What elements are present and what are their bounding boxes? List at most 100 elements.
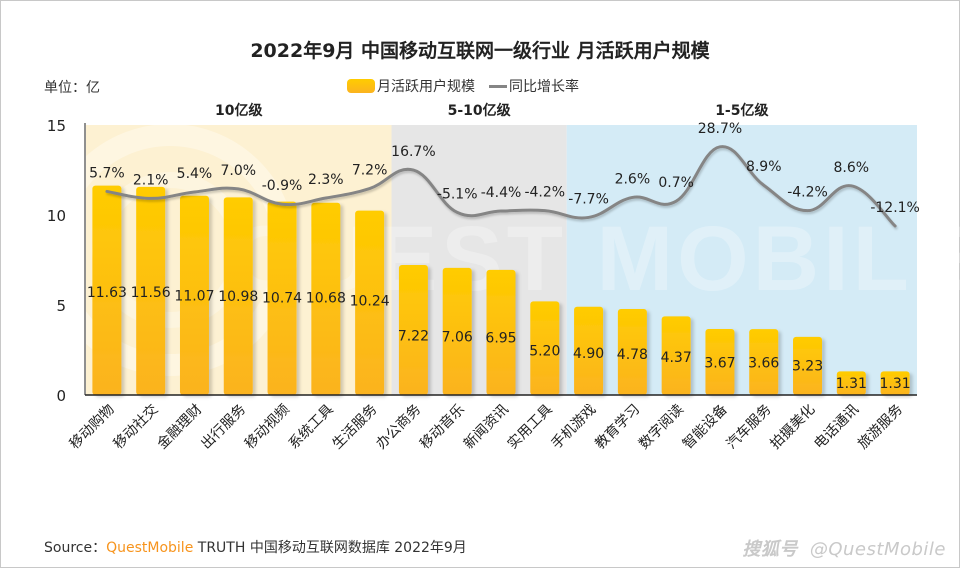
watermark-text: QUEST MOBILE: [230, 208, 960, 310]
growth-value-label: 2.6%: [615, 171, 651, 187]
growth-value-label: -4.2%: [524, 185, 565, 201]
growth-value-label: 16.7%: [391, 144, 435, 160]
bar-19: [880, 371, 910, 395]
x-tick-label: 电话通讯: [811, 402, 862, 453]
bar-value-label: 10.74: [262, 290, 302, 306]
bar-value-label: 7.22: [398, 328, 429, 344]
bar-value-label: 11.56: [131, 285, 171, 301]
bar-value-label: 3.23: [792, 359, 823, 375]
growth-value-label: 5.4%: [177, 166, 213, 182]
bar-value-label: 5.20: [529, 344, 560, 360]
x-tick-label: 出行服务: [198, 402, 249, 453]
bar-13: [617, 308, 647, 395]
growth-value-label: 2.3%: [308, 172, 344, 188]
source-prefix: Source：: [44, 540, 107, 556]
bar-4: [223, 197, 253, 395]
bar-10: [486, 269, 516, 395]
tier-label-3: 1-5亿级: [715, 102, 769, 119]
bar-value-label: 3.66: [748, 355, 779, 371]
bar-12: [574, 306, 604, 395]
growth-value-label: 7.2%: [352, 163, 388, 179]
growth-value-label: 8.9%: [746, 159, 782, 175]
growth-value-label: 28.7%: [698, 121, 742, 137]
growth-value-label: 5.7%: [89, 165, 125, 181]
bar-3: [179, 195, 209, 395]
chart-title: 2022年9月 中国移动互联网一级行业 月活跃用户规模: [250, 40, 710, 62]
platform-watermark: 搜狐号: [742, 539, 798, 560]
growth-value-label: -4.4%: [481, 185, 522, 201]
bar-value-label: 4.78: [617, 347, 648, 363]
growth-value-label: 7.0%: [220, 163, 256, 179]
x-tick-label: 金融理财: [154, 402, 205, 453]
growth-value-label: -12.1%: [870, 200, 920, 216]
bar-value-label: 1.31: [880, 376, 911, 392]
bar-value-label: 7.06: [442, 330, 473, 346]
bar-value-label: 11.63: [87, 285, 127, 301]
y-tick-label: 5: [56, 297, 66, 315]
bar-18: [836, 371, 866, 395]
y-tick-label: 15: [47, 117, 66, 135]
source-suffix: TRUTH 中国移动互联网数据库 2022年9月: [193, 540, 467, 556]
bar-1: [92, 185, 122, 395]
x-tick-label: 智能设备: [679, 401, 731, 453]
legend-bar-label: 月活跃用户规模: [377, 79, 475, 95]
growth-value-label: -7.7%: [568, 191, 609, 207]
bar-value-label: 4.37: [661, 350, 692, 366]
bar-5: [267, 201, 297, 395]
legend-bar-swatch: [347, 79, 375, 93]
x-tick-label: 移动社交: [110, 401, 162, 453]
growth-value-label: -0.9%: [262, 178, 303, 194]
corner-watermark: 搜狐号 @QuestMobile: [742, 535, 946, 561]
x-tick-label: 拍摄美化: [767, 402, 818, 453]
bar-value-label: 11.07: [174, 288, 214, 304]
x-tick-label: 汽车服务: [723, 401, 775, 453]
handle-watermark: @QuestMobile: [809, 539, 946, 560]
bar-9: [442, 267, 472, 395]
growth-value-label: -4.2%: [787, 185, 828, 201]
x-tick-label: 新闻资讯: [461, 402, 512, 453]
bar-15: [705, 328, 735, 395]
bar-14: [661, 316, 691, 395]
x-tick-label: 教育学习: [592, 402, 643, 453]
bar-value-label: 10.98: [218, 289, 258, 305]
bar-value-label: 4.90: [573, 346, 604, 362]
bar-11: [530, 301, 560, 395]
x-tick-label: 手机游戏: [548, 402, 599, 453]
source-note: Source：QuestMobile TRUTH 中国移动互联网数据库 2022…: [44, 537, 467, 557]
growth-value-label: 0.7%: [658, 175, 694, 191]
legend: 月活跃用户规模 同比增长率: [347, 76, 579, 96]
bar-7: [355, 210, 385, 395]
bar-16: [749, 329, 779, 395]
bar-8: [398, 265, 428, 395]
bar-value-label: 10.24: [350, 293, 390, 309]
bar-value-label: 10.68: [306, 291, 346, 307]
source-brand: QuestMobile: [106, 540, 194, 556]
legend-line-swatch: [489, 84, 507, 88]
unit-label: 单位：亿: [44, 80, 100, 96]
x-tick-label: 生活服务: [330, 402, 381, 453]
y-tick-label: 10: [47, 207, 66, 225]
growth-value-label: 2.1%: [133, 172, 169, 188]
bar-value-label: 6.95: [485, 330, 516, 346]
x-tick-label: 办公商务: [373, 402, 424, 453]
x-tick-label: 旅游服务: [855, 402, 906, 453]
legend-line-label: 同比增长率: [509, 79, 579, 95]
bar-2: [136, 186, 166, 395]
tier-label-1: 10亿级: [215, 102, 263, 119]
bar-value-label: 1.31: [836, 376, 867, 392]
x-tick-label: 移动视频: [242, 402, 293, 453]
x-tick-label: 移动音乐: [416, 401, 468, 453]
bar-17: [793, 336, 823, 395]
bar-value-label: 3.67: [704, 355, 735, 371]
growth-value-label: -5.1%: [437, 186, 478, 202]
bar-6: [311, 202, 341, 395]
growth-rate-line: [105, 145, 897, 228]
x-tick-label: 数字阅读: [635, 401, 687, 453]
x-tick-label: 实用工具: [505, 402, 556, 453]
tier-label-2: 5-10亿级: [448, 102, 512, 119]
growth-value-label: 8.6%: [834, 160, 870, 176]
x-tick-label: 系统工具: [286, 402, 337, 453]
y-tick-label: 0: [56, 387, 66, 405]
x-tick-label: 移动购物: [67, 402, 118, 453]
